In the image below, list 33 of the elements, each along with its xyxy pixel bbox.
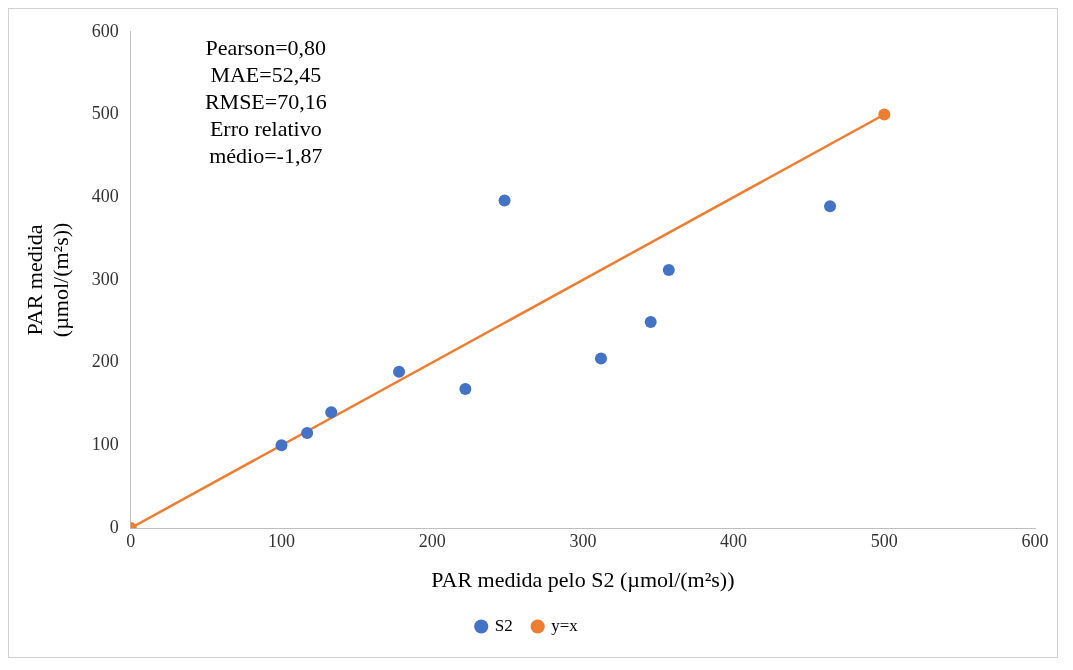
annotation: MAE=52,45 — [210, 61, 322, 87]
y-tick-label: 600 — [91, 20, 119, 41]
point — [459, 383, 472, 396]
x-tick-label: 200 — [418, 530, 446, 551]
x-tick-label: 300 — [569, 530, 597, 551]
point — [325, 406, 338, 419]
x-tick-label: 400 — [720, 530, 748, 551]
legend-label: S2 — [494, 615, 513, 635]
y-tick-label: 500 — [91, 103, 119, 124]
legend-label: y=x — [551, 615, 579, 635]
y-tick-label: 0 — [109, 516, 119, 537]
point — [275, 439, 288, 452]
annotation: Pearson=0,80 — [205, 34, 327, 60]
y-axis-title: PAR medida (µmol/(m²s)) — [21, 222, 74, 338]
x-tick-label: 0 — [126, 530, 136, 551]
point — [878, 108, 891, 121]
y-tick-label: 400 — [91, 185, 119, 206]
annotation: Erro relativo médio=-1,87 — [209, 115, 323, 168]
point — [824, 200, 837, 213]
x-tick-label: 600 — [1021, 530, 1049, 551]
point — [301, 426, 314, 439]
x-axis-title: PAR medida pelo S2 (µmol/(m²s)) — [431, 566, 735, 592]
y-tick-label: 300 — [91, 268, 119, 289]
point — [393, 365, 406, 378]
y-tick-label: 200 — [91, 351, 119, 372]
x-tick-label: 500 — [870, 530, 898, 551]
annotation: RMSE=70,16 — [204, 88, 327, 114]
y-tick-label: 100 — [91, 434, 119, 455]
point — [644, 316, 657, 329]
point — [594, 352, 607, 365]
x-tick-label: 100 — [268, 530, 295, 551]
point — [662, 263, 675, 276]
point — [498, 194, 511, 207]
